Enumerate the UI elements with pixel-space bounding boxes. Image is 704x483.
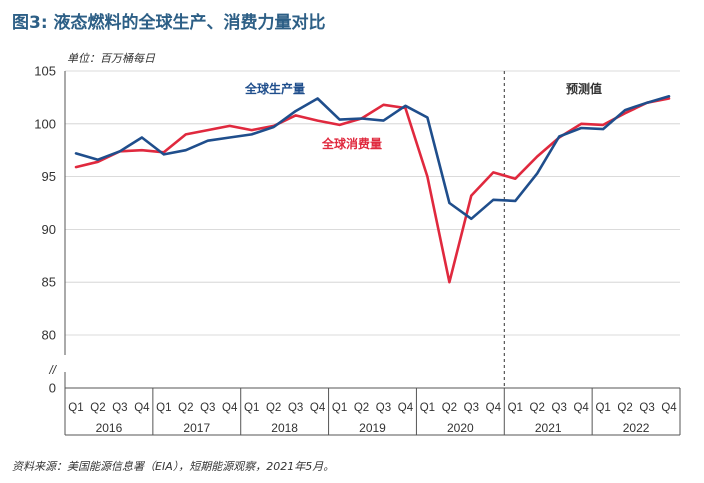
legend-consumption: 全球消费量 bbox=[321, 136, 382, 151]
chart-title: 图3: 液态燃料的全球生产、消费力量对比 bbox=[12, 13, 326, 33]
year-label: 2017 bbox=[183, 421, 210, 435]
quarter-tick-label: Q2 bbox=[617, 402, 632, 414]
year-label: 2019 bbox=[359, 421, 386, 435]
grid-layer bbox=[65, 70, 680, 336]
quarter-tick-label: Q4 bbox=[661, 402, 677, 414]
quarter-tick-label: Q1 bbox=[68, 402, 83, 414]
quarter-tick-label: Q2 bbox=[442, 402, 457, 414]
quarter-tick-label: Q3 bbox=[639, 402, 654, 414]
year-label: 2022 bbox=[623, 421, 650, 435]
quarter-tick-label: Q1 bbox=[508, 402, 523, 414]
axis-layer: 0 80 85 90 95 100 105 // Q1 Q2 Q3 Q4 2016 Q1 Q2 Q3 Q4 201… bbox=[34, 64, 681, 436]
quarter-tick-label: Q3 bbox=[376, 402, 391, 414]
quarter-tick-label: Q4 bbox=[310, 402, 326, 414]
quarter-tick-label: Q4 bbox=[134, 402, 150, 414]
series-layer bbox=[74, 95, 671, 284]
y-tick-label: 80 bbox=[42, 328, 56, 343]
quarter-tick-label: Q4 bbox=[398, 402, 414, 414]
y-tick-label: 100 bbox=[34, 116, 56, 131]
quarter-tick-label: Q2 bbox=[354, 402, 369, 414]
year-label: 2020 bbox=[447, 421, 474, 435]
quarter-tick-label: Q1 bbox=[332, 402, 347, 414]
quarter-tick-label: Q4 bbox=[573, 402, 589, 414]
year-label: 2016 bbox=[96, 421, 123, 435]
source-note: 资料来源：美国能源信息署（EIA），短期能源观察，2021年5月。 bbox=[12, 460, 335, 473]
quarter-tick-label: Q2 bbox=[90, 402, 105, 414]
y-tick-label: 105 bbox=[34, 64, 56, 79]
quarter-tick-label: Q1 bbox=[595, 402, 610, 414]
quarter-tick-label: Q1 bbox=[244, 402, 259, 414]
unit-label: 单位：百万桶每日 bbox=[67, 52, 156, 65]
quarter-tick-label: Q3 bbox=[464, 402, 479, 414]
y-tick-label: 85 bbox=[42, 275, 56, 290]
quarter-tick-label: Q3 bbox=[200, 402, 215, 414]
quarter-tick-label: Q3 bbox=[552, 402, 567, 414]
quarter-tick-label: Q4 bbox=[486, 402, 502, 414]
year-label: 2021 bbox=[535, 421, 562, 435]
quarter-tick-label: Q4 bbox=[222, 402, 238, 414]
forecast-label: 预测值 bbox=[566, 81, 602, 96]
y-tick-label: 95 bbox=[42, 169, 56, 184]
year-label: 2018 bbox=[271, 421, 298, 435]
y-tick-label: 0 bbox=[49, 381, 56, 396]
y-tick-label: 90 bbox=[42, 222, 56, 237]
axis-break-mark: // bbox=[48, 363, 57, 377]
quarter-tick-label: Q2 bbox=[266, 402, 281, 414]
quarter-tick-label: Q2 bbox=[178, 402, 193, 414]
series-line-consumption bbox=[74, 97, 671, 284]
series-line-production bbox=[74, 95, 671, 221]
quarter-tick-label: Q1 bbox=[156, 402, 171, 414]
quarter-tick-label: Q1 bbox=[420, 402, 435, 414]
quarter-tick-label: Q3 bbox=[288, 402, 303, 414]
quarter-tick-label: Q2 bbox=[530, 402, 545, 414]
quarter-tick-label: Q3 bbox=[112, 402, 127, 414]
legend-production: 全球生产量 bbox=[244, 81, 305, 96]
